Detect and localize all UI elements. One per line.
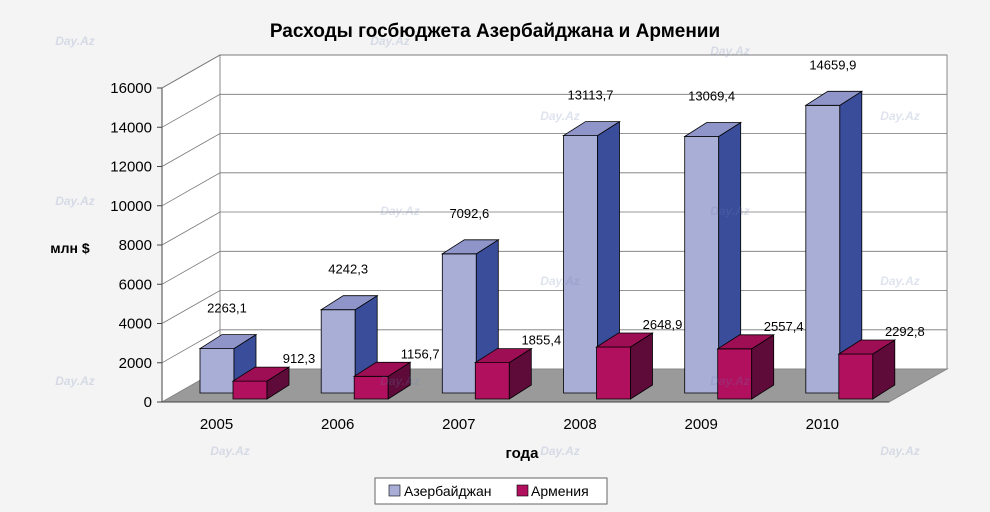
data-label: 13113,7 (567, 88, 613, 103)
data-label: 13069,4 (688, 89, 735, 104)
bar-top (231, 366, 291, 382)
y-axis-label: млн $ (50, 240, 90, 256)
bar-top (473, 348, 533, 364)
bar-front (563, 135, 598, 394)
bar-top (198, 334, 258, 350)
legend-swatch-armenia (516, 484, 529, 497)
data-label: 7092,6 (449, 206, 489, 221)
x-tick-label: 2010 (806, 416, 839, 433)
x-tick-label: 2008 (563, 416, 596, 433)
bar-armenia-2005 (231, 366, 291, 400)
y-tick-label: 6000 (119, 276, 152, 293)
x-axis-label: года (506, 445, 540, 462)
watermarks: Day.Az Day.Az Day.Az Day.Az Day.Az Day.Az Day.… (55, 34, 920, 458)
data-label: 4242,3 (328, 262, 368, 277)
data-label: 2292,8 (885, 324, 925, 339)
bar-armenia-2008 (595, 332, 654, 400)
data-label: 1855,4 (521, 333, 561, 348)
watermark: Day.Az (55, 194, 95, 208)
bar-front (805, 104, 841, 394)
bar-front (838, 353, 874, 400)
watermark: Day.Az (710, 374, 750, 388)
watermark: Day.Az (380, 374, 420, 388)
watermark: Day.Az (55, 34, 95, 48)
bar-azerbaijan-2010 (804, 90, 864, 394)
y-tick-label: 4000 (119, 316, 152, 333)
watermark: Day.Az (880, 274, 920, 288)
bar-azerbaijan-2009 (683, 121, 743, 394)
bar-top (837, 339, 897, 355)
legend: Азербайджан Армения (374, 477, 608, 505)
bar-front (232, 380, 268, 400)
watermark: Day.Az (370, 34, 410, 48)
data-label: 1156,7 (401, 346, 440, 361)
y-tick-label: 16000 (110, 80, 152, 97)
data-label: 2263,1 (207, 301, 247, 316)
bar-top (595, 332, 654, 348)
watermark: Day.Az (55, 374, 95, 388)
watermark: Day.Az (880, 109, 920, 123)
watermark: Day.Az (540, 109, 580, 123)
bar-top (440, 239, 500, 255)
bar-armenia-2006 (352, 361, 412, 400)
bar-armenia-2009 (716, 334, 776, 400)
watermark: Day.Az (540, 444, 580, 458)
x-tick-label: 2009 (685, 416, 718, 433)
data-label: 2557,4 (764, 319, 804, 334)
watermark: Day.Az (380, 204, 420, 218)
watermark: Day.Az (710, 204, 750, 218)
watermark: Day.Az (210, 444, 250, 458)
bar-front (320, 309, 356, 394)
chart-title: Расходы госбюджета Азербайджана и Армени… (270, 21, 720, 42)
bar-front (684, 136, 720, 394)
y-tick-label: 0 (144, 394, 152, 411)
x-tick-label: 2007 (442, 416, 475, 433)
y-tick-label: 2000 (119, 355, 152, 372)
legend-label-armenia: Армения (531, 483, 589, 499)
data-labels: 2263,1 912,3 4242,3 1156,7 7092,6 1855,4 13113… (207, 57, 925, 366)
gridline (161, 93, 947, 128)
legend-label-azerbaijan: Азербайджан (404, 483, 492, 499)
bars (198, 90, 897, 400)
bar-front (441, 253, 477, 394)
gridline (161, 54, 947, 89)
bar-armenia-2010 (837, 339, 897, 400)
x-tick-label: 2006 (321, 416, 354, 433)
bar-top (716, 334, 776, 350)
legend-box (374, 477, 608, 505)
legend-swatch-azerbaijan (388, 484, 401, 497)
data-label: 14659,9 (809, 57, 856, 72)
x-tick-label: 2005 (200, 416, 233, 433)
watermark: Day.Az (540, 274, 580, 288)
bar-top (804, 90, 864, 106)
y-tick-label: 14000 (110, 119, 152, 136)
tick-labels: 0 2000 4000 6000 8000 10000 12000 14000 16000 200… (110, 80, 839, 433)
bar-front (199, 348, 235, 394)
bar-top (562, 121, 621, 137)
bar-armenia-2007 (473, 347, 533, 400)
watermark: Day.Az (710, 44, 750, 58)
bar-front (474, 362, 510, 400)
data-label: 2648,9 (643, 317, 683, 332)
y-tick-label: 12000 (110, 159, 152, 176)
bar-front (596, 346, 631, 400)
data-label: 912,3 (283, 351, 316, 366)
watermark: Day.Az (880, 444, 920, 458)
bar-top (352, 361, 412, 377)
y-tick-label: 8000 (119, 237, 152, 254)
bar-top (683, 122, 743, 137)
y-tick-label: 10000 (110, 198, 152, 215)
bar-top (319, 295, 379, 311)
